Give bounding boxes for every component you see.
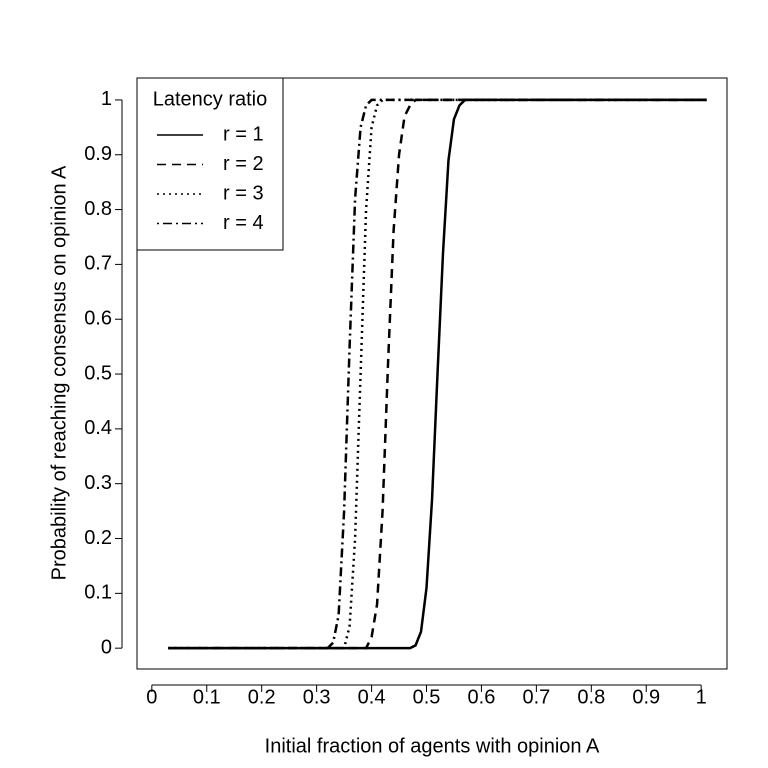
x-tick-label: 0.1: [193, 686, 221, 708]
x-tick-label: 0: [146, 686, 157, 708]
x-tick-label: 0.8: [577, 686, 605, 708]
y-tick-label: 0.4: [84, 417, 112, 439]
x-tick-label: 0.2: [248, 686, 276, 708]
legend-label: r = 2: [223, 153, 264, 175]
x-axis-title: Initial fraction of agents with opinion …: [265, 735, 600, 757]
y-tick-label: 0: [101, 636, 112, 658]
y-tick-label: 1: [101, 88, 112, 110]
x-tick-label: 0.3: [303, 686, 331, 708]
x-tick-label: 0.5: [413, 686, 441, 708]
legend-label: r = 3: [223, 182, 264, 204]
y-tick-label: 0.7: [84, 253, 112, 275]
y-tick-label: 0.8: [84, 198, 112, 220]
y-axis-title: Probability of reaching consensus on opi…: [48, 165, 70, 580]
y-tick-label: 0.2: [84, 527, 112, 549]
x-tick-label: 0.6: [468, 686, 496, 708]
series-line: [168, 98, 707, 650]
legend-title: Latency ratio: [153, 88, 268, 110]
x-tick-label: 0.7: [522, 686, 550, 708]
y-tick-label: 0.5: [84, 362, 112, 384]
x-tick-label: 0.9: [632, 686, 660, 708]
x-tick-label: 1: [696, 686, 707, 708]
x-tick-label: 0.4: [358, 686, 386, 708]
legend-label: r = 4: [223, 212, 264, 234]
series-line: [168, 98, 707, 650]
y-tick-label: 0.6: [84, 308, 112, 330]
legend-label: r = 1: [223, 123, 264, 145]
y-tick-label: 0.9: [84, 143, 112, 165]
series-line: [168, 98, 707, 650]
legend-box: [136, 77, 284, 251]
y-tick-label: 0.1: [84, 582, 112, 604]
plot-frame: [136, 77, 728, 670]
y-tick-label: 0.3: [84, 472, 112, 494]
